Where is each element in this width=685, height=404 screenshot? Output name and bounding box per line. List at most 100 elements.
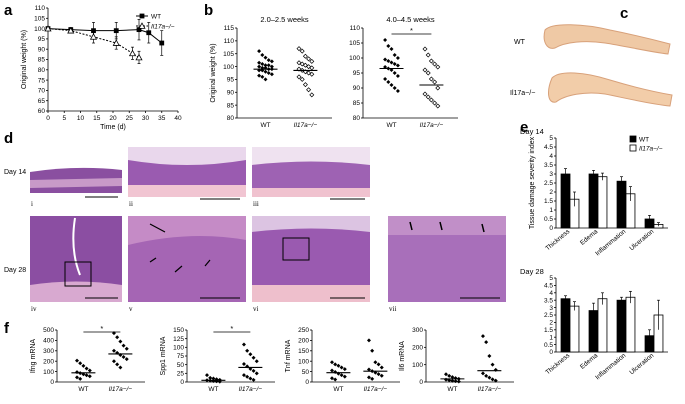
a-x-tick-label: 5: [62, 115, 66, 122]
b2-point: [395, 74, 400, 78]
f3-point: [379, 365, 384, 370]
f3-point: [330, 368, 334, 373]
e2-bar: [560, 298, 571, 353]
b1-point: [309, 65, 315, 71]
b2-point: [392, 53, 397, 57]
colon-label-ko: Il17a−/−: [510, 90, 535, 97]
e2-y-tick-label: 3.5: [544, 297, 553, 304]
f2-y-tick-label: 150: [173, 327, 184, 334]
b1-point: [306, 87, 312, 93]
f1-y-tick-label: 200: [43, 358, 54, 365]
f2-point: [251, 377, 256, 382]
f4-point: [484, 373, 489, 378]
f2-y-tick-label: 25: [177, 371, 185, 378]
panel-b-chart-early: 80 85 90 95 100 105 110 115 Original weight (%) W…: [210, 15, 332, 129]
b2-significance-star: *: [410, 26, 413, 35]
b1-point: [263, 77, 268, 82]
f2-y-label: Spp1 mRNA: [160, 336, 167, 375]
a-point: [113, 28, 119, 34]
panel-letter-c: c: [620, 5, 628, 22]
micrograph-vi: vi: [252, 216, 370, 313]
b1-category-label: WT: [260, 122, 270, 129]
e2-category-label: Inflammation: [594, 352, 627, 382]
f3-point: [376, 372, 381, 377]
f1-point: [78, 361, 83, 366]
f1-y-tick-label: 500: [43, 327, 54, 334]
e1-bar: [560, 173, 571, 229]
a-y-tick-label: 70: [38, 88, 46, 95]
e1-y-tick-label: 3: [549, 171, 553, 178]
f1-point: [118, 365, 123, 370]
f4-point: [484, 340, 489, 345]
panel-letter-d: d: [4, 130, 13, 147]
f4-point: [487, 375, 492, 380]
f1-point: [81, 363, 86, 368]
b2-point: [428, 97, 434, 103]
b1-point: [266, 58, 271, 63]
e2-y-tick-label: 2: [549, 320, 553, 327]
a-series-line-0: [47, 28, 163, 44]
f1-point: [124, 357, 129, 362]
f4-point: [444, 372, 448, 377]
b2-point: [422, 67, 428, 73]
f2-category-label: WT: [208, 386, 218, 393]
b2-point: [389, 60, 394, 65]
a-series-line-1: [47, 28, 140, 58]
micrograph-label-vi: vi: [253, 305, 259, 313]
f2-point: [251, 355, 256, 360]
f4-y-tick-label: 0: [419, 379, 423, 386]
b1-y-tick-label: 80: [227, 115, 235, 122]
e1-title: Day 14: [520, 127, 544, 136]
a-y-tick-label: 60: [38, 108, 46, 115]
b2-point: [395, 89, 400, 93]
f2-point: [241, 373, 246, 378]
f2-y-tick-label: 50: [177, 362, 185, 369]
b2-y-tick-label: 80: [353, 115, 361, 122]
a-legend-marker: [139, 13, 145, 19]
f2-point: [241, 361, 246, 366]
f3-point: [376, 362, 381, 367]
b2-y-tick-label: 95: [353, 70, 361, 77]
b2-point: [383, 77, 388, 81]
b2-point: [432, 61, 438, 67]
b2-point: [386, 59, 391, 63]
a-y-tick-label: 65: [38, 98, 46, 105]
f2-y-tick-label: 100: [173, 345, 184, 352]
micrograph-ii: ii: [128, 147, 246, 208]
f3-point: [339, 365, 344, 370]
e2-y-tick-label: 1.5: [544, 327, 553, 334]
f1-point: [115, 362, 120, 367]
a-x-tick-label: 30: [142, 115, 150, 122]
f3-point: [333, 377, 338, 382]
f1-significance-star: *: [100, 324, 103, 333]
b1-point: [302, 82, 308, 88]
a-legend-marker: [138, 22, 146, 29]
b1-point: [260, 74, 265, 79]
micrograph-i: i: [30, 147, 122, 208]
e1-y-tick-label: 0: [549, 225, 553, 232]
e1-legend-label: Il17a−/−: [639, 146, 663, 153]
panel-d-micrographs: Day 14 Day 28 i ii iii: [4, 147, 506, 313]
colon-photo-wt: [543, 24, 671, 55]
f2-y-tick-label: 125: [173, 336, 184, 343]
f4-point: [490, 362, 495, 367]
f3-point: [366, 338, 371, 343]
f4-point: [480, 371, 485, 376]
panel-f-tnf-chart: 0 50 100 150 200 250 Tnf mRNA WT Il17a−/−: [285, 327, 400, 393]
b2-point: [392, 86, 397, 90]
a-y-tick-label: 110: [35, 5, 46, 12]
f2-point: [254, 359, 259, 364]
f3-category-label: WT: [333, 386, 343, 393]
f1-point: [111, 359, 116, 364]
b2-point: [422, 46, 428, 52]
b1-point: [269, 72, 274, 77]
e1-legend-swatch: [629, 135, 637, 143]
e2-bar: [625, 296, 636, 353]
b1-point: [309, 58, 315, 64]
f2-y-tick-label: 0: [180, 379, 184, 386]
panel-f-ifng-chart: 0 100 200 300 400 500 Ifng mRNA WT Il17a−/− *: [30, 324, 145, 393]
e2-y-tick-label: 3: [549, 305, 553, 312]
f1-y-tick-label: 400: [43, 338, 54, 345]
